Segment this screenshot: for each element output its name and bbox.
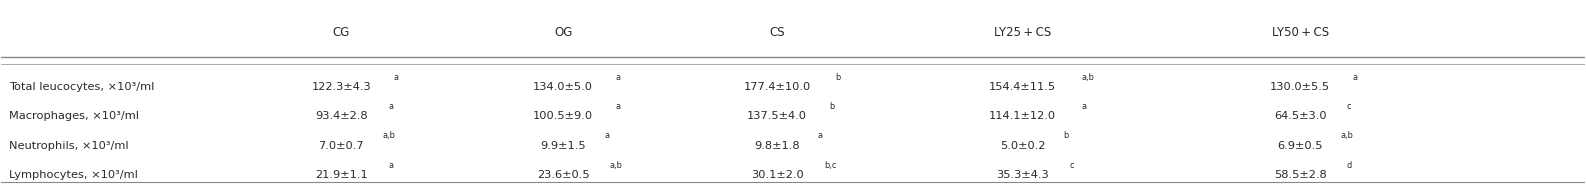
Text: a: a <box>389 161 393 170</box>
Text: 100.5±9.0: 100.5±9.0 <box>533 111 593 121</box>
Text: 114.1±12.0: 114.1±12.0 <box>990 111 1056 121</box>
Text: 134.0±5.0: 134.0±5.0 <box>533 82 593 92</box>
Text: LY25 + CS: LY25 + CS <box>994 26 1052 39</box>
Text: 9.9±1.5: 9.9±1.5 <box>541 141 587 151</box>
Text: a: a <box>1353 73 1358 82</box>
Text: LY50 + CS: LY50 + CS <box>1272 26 1329 39</box>
Text: a: a <box>615 102 620 110</box>
Text: a,b: a,b <box>1340 131 1354 140</box>
Text: a,b: a,b <box>611 161 623 170</box>
Text: a: a <box>389 102 393 110</box>
Text: 64.5±3.0: 64.5±3.0 <box>1274 111 1326 121</box>
Text: CS: CS <box>769 26 785 39</box>
Text: Macrophages, ×10³/ml: Macrophages, ×10³/ml <box>8 111 138 121</box>
Text: b: b <box>836 73 841 82</box>
Text: a: a <box>615 73 620 82</box>
Text: a: a <box>604 131 609 140</box>
Text: OG: OG <box>554 26 573 39</box>
Text: 122.3±4.3: 122.3±4.3 <box>311 82 371 92</box>
Text: 58.5±2.8: 58.5±2.8 <box>1274 170 1326 180</box>
Text: a,b: a,b <box>382 131 395 140</box>
Text: 130.0±5.5: 130.0±5.5 <box>1270 82 1331 92</box>
Text: 7.0±0.7: 7.0±0.7 <box>319 141 365 151</box>
Text: 9.8±1.8: 9.8±1.8 <box>755 141 799 151</box>
Text: 21.9±1.1: 21.9±1.1 <box>316 170 368 180</box>
Text: a: a <box>1082 102 1086 110</box>
Text: b: b <box>829 102 834 110</box>
Text: 137.5±4.0: 137.5±4.0 <box>747 111 807 121</box>
Text: a: a <box>818 131 823 140</box>
Text: 177.4±10.0: 177.4±10.0 <box>744 82 810 92</box>
Text: a: a <box>393 73 400 82</box>
Text: a,b: a,b <box>1082 73 1094 82</box>
Text: b,c: b,c <box>823 161 836 170</box>
Text: c: c <box>1347 102 1351 110</box>
Text: c: c <box>1069 161 1074 170</box>
Text: 93.4±2.8: 93.4±2.8 <box>316 111 368 121</box>
Text: CG: CG <box>333 26 351 39</box>
Text: 6.9±0.5: 6.9±0.5 <box>1277 141 1323 151</box>
Text: 23.6±0.5: 23.6±0.5 <box>538 170 590 180</box>
Text: 35.3±4.3: 35.3±4.3 <box>996 170 1050 180</box>
Text: Neutrophils, ×10³/ml: Neutrophils, ×10³/ml <box>8 141 128 151</box>
Text: Lymphocytes, ×10³/ml: Lymphocytes, ×10³/ml <box>8 170 138 180</box>
Text: 154.4±11.5: 154.4±11.5 <box>990 82 1056 92</box>
Text: 5.0±0.2: 5.0±0.2 <box>1001 141 1045 151</box>
Text: 30.1±2.0: 30.1±2.0 <box>750 170 804 180</box>
Text: d: d <box>1347 161 1351 170</box>
Text: b: b <box>1064 131 1069 140</box>
Text: Total leucocytes, ×10³/ml: Total leucocytes, ×10³/ml <box>8 82 154 92</box>
